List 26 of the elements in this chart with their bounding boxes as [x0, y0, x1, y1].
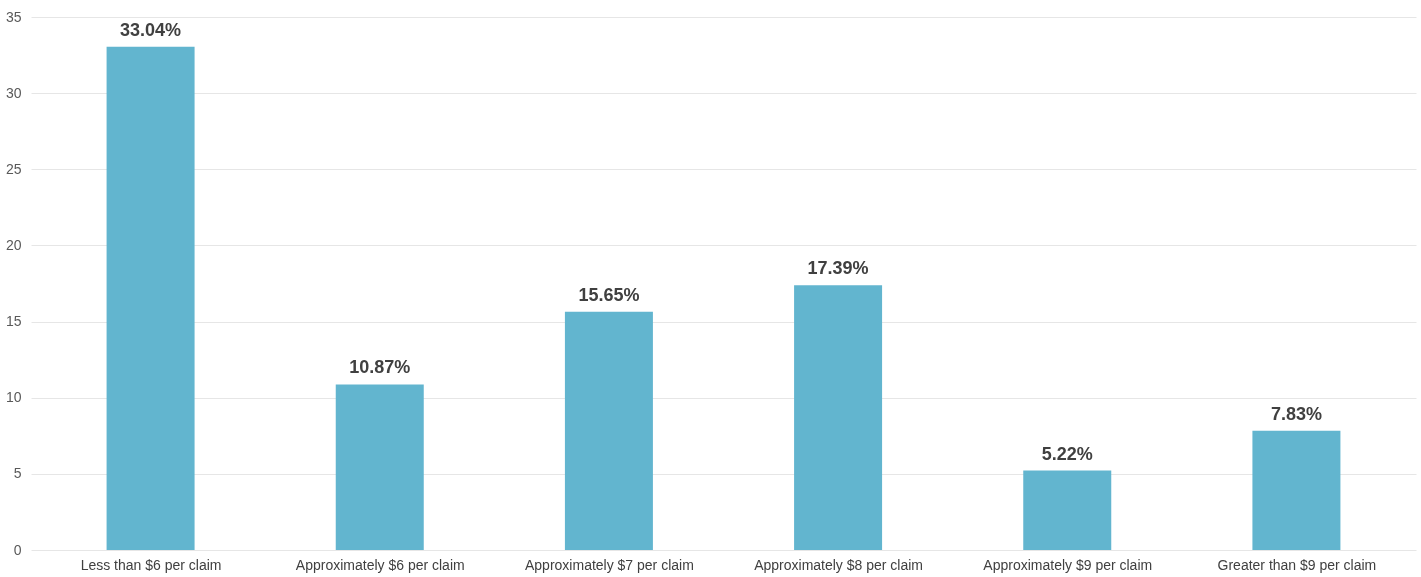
y-tick-label: 30 [5, 84, 22, 101]
bar [794, 285, 883, 550]
bar [335, 384, 424, 550]
data-label: 10.87% [349, 357, 411, 378]
y-tick-label: 25 [5, 160, 22, 177]
bar [1023, 470, 1112, 550]
data-label: 17.39% [807, 258, 869, 279]
y-tick-label: 35 [5, 8, 22, 25]
y-tick-label: 0 [13, 541, 22, 558]
x-tick-label: Approximately $9 per claim [983, 556, 1153, 573]
data-label: 33.04% [120, 19, 182, 40]
x-tick-label: Approximately $8 per claim [754, 556, 924, 573]
y-tick-label: 10 [5, 389, 22, 406]
bar [1252, 430, 1341, 550]
x-tick-label: Greater than $9 per claim [1217, 556, 1377, 573]
x-tick-label: Approximately $7 per claim [524, 556, 694, 573]
data-label: 15.65% [578, 284, 640, 305]
bar [564, 311, 653, 550]
bar [106, 46, 195, 550]
y-tick-label: 20 [5, 236, 22, 253]
x-tick-label: Approximately $6 per claim [295, 556, 465, 573]
y-tick-label: 15 [5, 313, 22, 330]
data-label: 7.83% [1270, 403, 1322, 424]
y-tick-label: 5 [13, 465, 22, 482]
x-tick-label: Less than $6 per claim [80, 556, 222, 573]
data-label: 5.22% [1041, 443, 1093, 464]
